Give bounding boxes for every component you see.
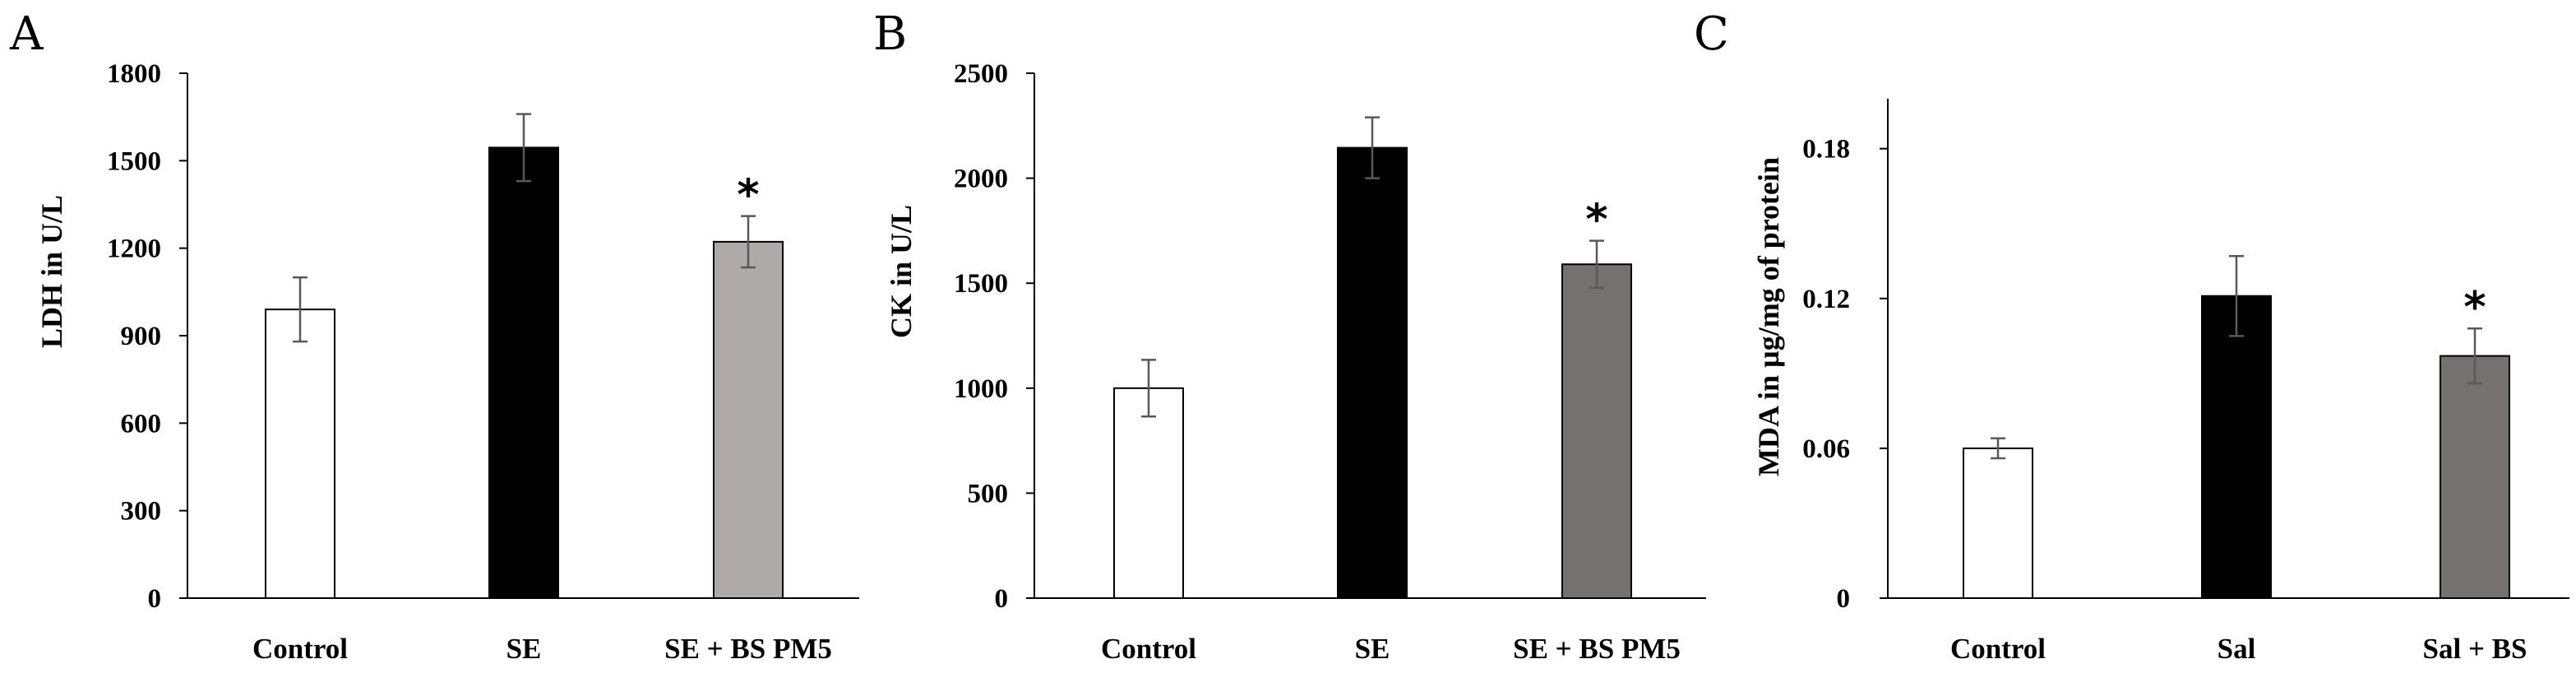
panel-c-bar-sal-bs (2440, 355, 2510, 599)
panel-b-y-axis-label: CK in U/L (885, 205, 918, 338)
panel-a-letter: A (9, 7, 44, 61)
panel-a-significance-marker: * (737, 171, 759, 220)
panel-b-bar-se-bs-pm5 (1561, 263, 1632, 599)
panel-c-y-tick-label: 0 (1837, 584, 1851, 614)
panel-b-category-label: Control (1101, 633, 1196, 665)
panel-a-y-tick-label: 600 (121, 409, 162, 439)
panel-a-bar-se-bs-pm5 (713, 240, 784, 599)
panel-b-y-tick-label: 500 (968, 479, 1009, 508)
panel-b-category-label: SE (1355, 633, 1390, 665)
panel-a-category-label: SE (506, 633, 542, 665)
panel-b-y-tick-label: 2500 (954, 59, 1008, 89)
panel-b-y-tick-label: 1000 (954, 374, 1008, 404)
panel-c-category-label: Sal + BS (2423, 633, 2527, 665)
panel-b-bar-control (1113, 387, 1184, 599)
panel-b-category-label: SE + BS PM5 (1513, 633, 1681, 665)
panel-a-y-tick-label: 300 (121, 497, 162, 527)
panel-b-significance-marker: * (1585, 196, 1607, 245)
panel-a-y-tick-label: 1200 (107, 234, 161, 264)
panel-a-y-tick-label: 900 (121, 322, 162, 351)
panel-a-y-tick-label: 1500 (107, 146, 161, 176)
panel-a-y-axis-label: LDH in U/L (35, 195, 68, 348)
panel-c-category-label: Control (1950, 633, 2046, 665)
panel-b: B CK in U/L 0 500 1000 1500 2000 2500 Control S… (873, 7, 1706, 665)
panel-a-bar-se (488, 146, 559, 599)
panel-c-plot-area: 0 0.06 0.12 0.18 Control Sal Sal + BS * (1802, 99, 2569, 665)
panel-b-y-tick-label: 0 (995, 584, 1009, 614)
panel-c-y-axis-label: MDA in µg/mg of protein (1752, 157, 1785, 476)
panel-c-y-tick-label: 0.12 (1802, 285, 1850, 314)
panel-c-y-tick-label: 0.06 (1802, 434, 1850, 464)
panel-c-bar-sal (2201, 295, 2272, 599)
panel-a-plot-area: 0 300 600 900 1200 1500 1800 Control SE SE + BS P… (107, 59, 859, 665)
panel-c-y-tick-label: 0.18 (1802, 135, 1850, 165)
panel-b-letter: B (873, 7, 907, 61)
panel-a: A LDH in U/L 0 300 600 900 1200 1500 1800 Contr… (9, 7, 859, 665)
panel-c-significance-marker: * (2463, 283, 2486, 332)
panel-a-category-label: Control (252, 633, 348, 665)
panel-b-y-tick-label: 1500 (954, 269, 1008, 299)
panel-c-letter: C (1694, 7, 1729, 61)
panel-c: C MDA in µg/mg of protein 0 0.06 0.12 0.18 C… (1694, 7, 2569, 665)
panel-a-bar-control (265, 309, 335, 599)
panel-a-category-label: SE + BS PM5 (664, 633, 832, 665)
panel-a-y-tick-label: 0 (148, 584, 162, 614)
panel-a-y-tick-label: 1800 (107, 59, 161, 89)
panel-c-bar-control (1963, 447, 2033, 600)
panel-b-bar-se (1337, 146, 1408, 599)
panel-c-category-label: Sal (2218, 633, 2256, 665)
panel-b-plot-area: 0 500 1000 1500 2000 2500 Control SE SE + BS PM5… (954, 59, 1706, 665)
panel-b-y-tick-label: 2000 (954, 165, 1008, 194)
